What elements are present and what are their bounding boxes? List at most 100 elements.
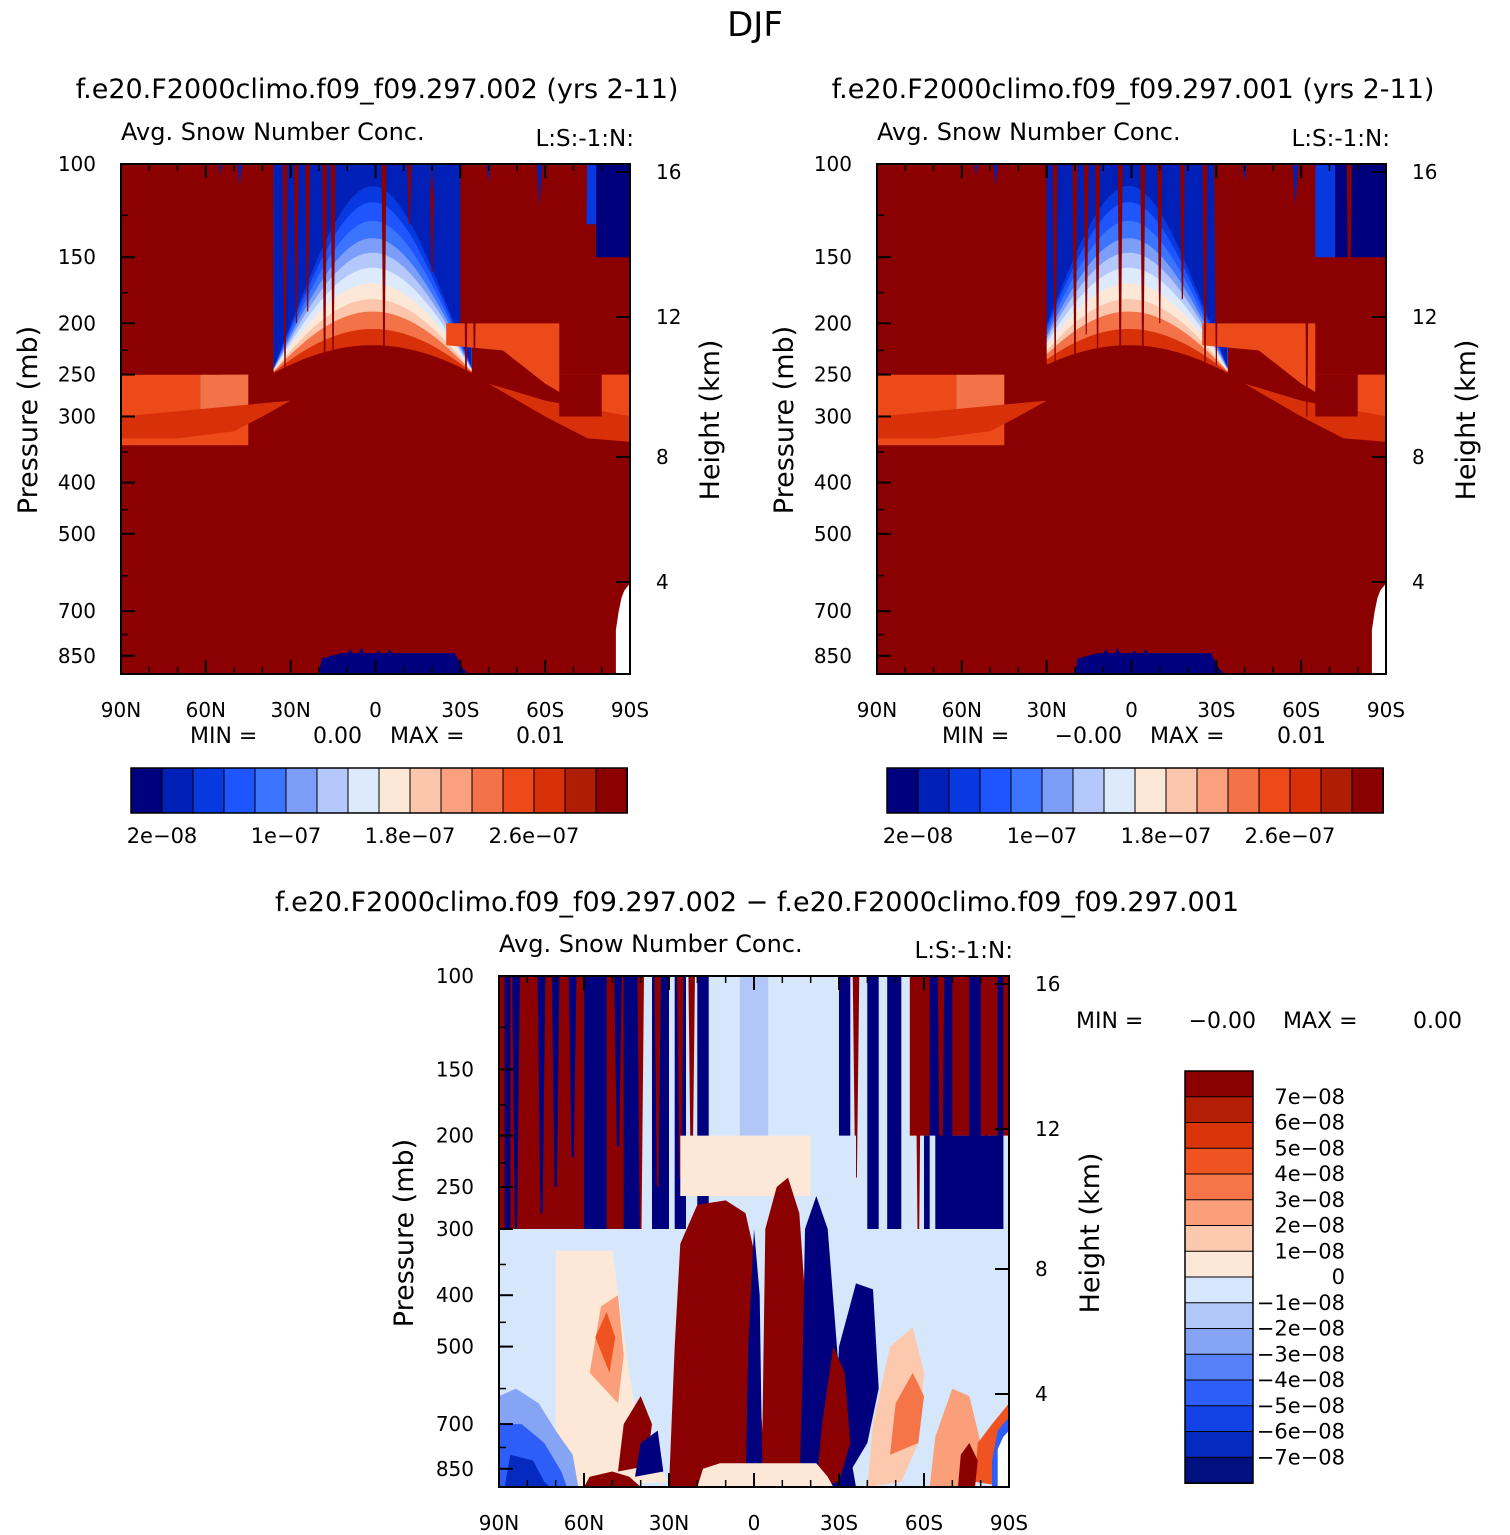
max-value: 0.01 bbox=[516, 724, 565, 749]
saturated-block bbox=[877, 323, 976, 375]
snow-spike bbox=[1346, 164, 1352, 375]
max-value: 0.01 bbox=[1277, 724, 1326, 749]
snow-spike bbox=[582, 164, 588, 324]
contour-field bbox=[121, 164, 630, 674]
colorbar-swatch bbox=[1184, 1147, 1254, 1175]
difference-block bbox=[680, 1135, 811, 1196]
pressure-tick-label: 300 bbox=[814, 404, 852, 428]
colorbar-label: 4e−08 bbox=[1274, 1162, 1345, 1186]
snow-spike bbox=[974, 164, 978, 176]
colorbar-swatch bbox=[1184, 1173, 1254, 1201]
panel-run-title: f.e20.F2000climo.f09_f09.297.001 (yrs 2-… bbox=[832, 74, 1435, 105]
colorbar: 2e−08 1e−07 1.8e−07 2.6e−07 bbox=[127, 767, 628, 848]
snow-spike bbox=[1035, 164, 1041, 375]
height-tick-label: 8 bbox=[1412, 445, 1425, 469]
colorbar-swatch bbox=[1184, 1302, 1254, 1330]
height-tick-label: 16 bbox=[656, 160, 681, 184]
height-axis-ticks: 16 12 8 4 bbox=[995, 972, 1060, 1406]
snow-spike bbox=[245, 164, 251, 258]
snow-spike bbox=[1021, 164, 1027, 401]
snow-spike bbox=[293, 164, 299, 324]
difference-region bbox=[584, 1471, 641, 1487]
height-tick-label: 16 bbox=[1035, 972, 1060, 996]
pressure-tick-label: 200 bbox=[814, 311, 852, 335]
colorbar: 2e−08 1e−07 1.8e−07 2.6e−07 bbox=[883, 767, 1384, 848]
difference-block bbox=[739, 976, 769, 1136]
low-level-spike bbox=[386, 649, 393, 655]
colorbar-label: −4e−08 bbox=[1257, 1368, 1345, 1392]
pressure-tick-label: 700 bbox=[436, 1412, 474, 1436]
saturated-block bbox=[205, 164, 263, 324]
height-tick-label: 12 bbox=[656, 305, 681, 329]
difference-block bbox=[929, 1135, 936, 1229]
colorbar-label: 3e−08 bbox=[1274, 1188, 1345, 1212]
colorbar-label: −1e−08 bbox=[1257, 1291, 1345, 1315]
snow-spike bbox=[407, 164, 412, 225]
difference-spike bbox=[585, 976, 594, 1196]
colorbar-swatch bbox=[1184, 1096, 1254, 1124]
panel-run-001: f.e20.F2000climo.f09_f09.297.001 (yrs 2-… bbox=[769, 74, 1482, 848]
pressure-tick-label: 100 bbox=[814, 152, 852, 176]
snow-spike bbox=[1072, 164, 1078, 384]
colorbar-label: 6e−08 bbox=[1274, 1111, 1345, 1135]
pressure-tick-label: 400 bbox=[436, 1283, 474, 1307]
max-label: MAX = bbox=[390, 724, 465, 749]
snow-spike bbox=[1180, 164, 1185, 300]
pressure-tick-label: 100 bbox=[58, 152, 96, 176]
colorbar-swatch bbox=[1184, 1353, 1254, 1381]
colorbar-swatch bbox=[409, 767, 442, 814]
difference-spike bbox=[852, 976, 860, 1178]
pressure-axis-label: Pressure (mb) bbox=[13, 326, 44, 514]
height-tick-label: 8 bbox=[656, 445, 669, 469]
panel-corner-label: L:S:-1:N: bbox=[1291, 126, 1390, 152]
colorbar-label: −2e−08 bbox=[1257, 1317, 1345, 1341]
colorbar-swatch bbox=[316, 767, 349, 814]
max-value: 0.00 bbox=[1413, 1009, 1462, 1034]
figure-title: DJF bbox=[727, 5, 783, 45]
difference-block bbox=[810, 1135, 856, 1229]
latitude-tick-label: 60S bbox=[905, 1511, 943, 1535]
pressure-tick-label: 250 bbox=[436, 1175, 474, 1199]
panel-corner-label: L:S:-1:N: bbox=[914, 938, 1013, 964]
height-tick-label: 12 bbox=[1035, 1117, 1060, 1141]
latitude-tick-label: 30N bbox=[649, 1511, 689, 1535]
colorbar-swatch bbox=[917, 767, 950, 814]
colorbar-swatch bbox=[564, 767, 597, 814]
max-label: MAX = bbox=[1283, 1009, 1358, 1034]
difference-spike bbox=[937, 976, 945, 1214]
colorbar-label: −7e−08 bbox=[1257, 1445, 1345, 1469]
snow-band bbox=[121, 374, 201, 417]
latitude-axis-ticks: 90N 60N 30N 0 30S 60S 90S bbox=[857, 164, 1405, 722]
colorbar-swatch bbox=[1184, 1328, 1254, 1356]
snow-spike bbox=[429, 164, 435, 272]
difference-spike bbox=[983, 976, 990, 1196]
height-axis-label: Height (km) bbox=[1075, 1153, 1106, 1314]
low-level-spike bbox=[347, 649, 353, 655]
snow-spike bbox=[330, 164, 336, 366]
colorbar-swatch bbox=[1165, 767, 1198, 814]
snow-spike bbox=[1304, 164, 1310, 417]
colorbar-swatch bbox=[347, 767, 380, 814]
saturated-block bbox=[559, 257, 630, 375]
height-tick-label: 8 bbox=[1035, 1257, 1048, 1281]
pressure-tick-label: 500 bbox=[58, 522, 96, 546]
latitude-axis-ticks: 90N 60N 30N 0 30S 60S 90S bbox=[479, 976, 1028, 1535]
pressure-axis-label: Pressure (mb) bbox=[389, 1139, 420, 1327]
snow-spike bbox=[536, 164, 543, 206]
saturated-block bbox=[1315, 257, 1386, 375]
colorbar-frame bbox=[1184, 1070, 1254, 1484]
low-level-patch bbox=[318, 653, 469, 674]
colorbar-swatch bbox=[1184, 1122, 1254, 1150]
snow-band bbox=[1029, 164, 1228, 368]
difference-block bbox=[924, 1135, 1004, 1229]
saturated-block bbox=[1315, 374, 1358, 417]
low-level-spike bbox=[1103, 649, 1109, 655]
colorbar-swatch bbox=[1289, 767, 1322, 814]
colorbar-swatch bbox=[979, 767, 1012, 814]
difference-block bbox=[714, 976, 839, 1136]
colorbar-label: 2.6e−07 bbox=[489, 824, 580, 848]
latitude-tick-label: 60N bbox=[942, 698, 982, 722]
colorbar-swatch bbox=[130, 767, 163, 814]
saturated-block bbox=[121, 164, 206, 324]
latitude-axis-ticks: 90N 60N 30N 0 30S 60S 90S bbox=[101, 164, 649, 722]
